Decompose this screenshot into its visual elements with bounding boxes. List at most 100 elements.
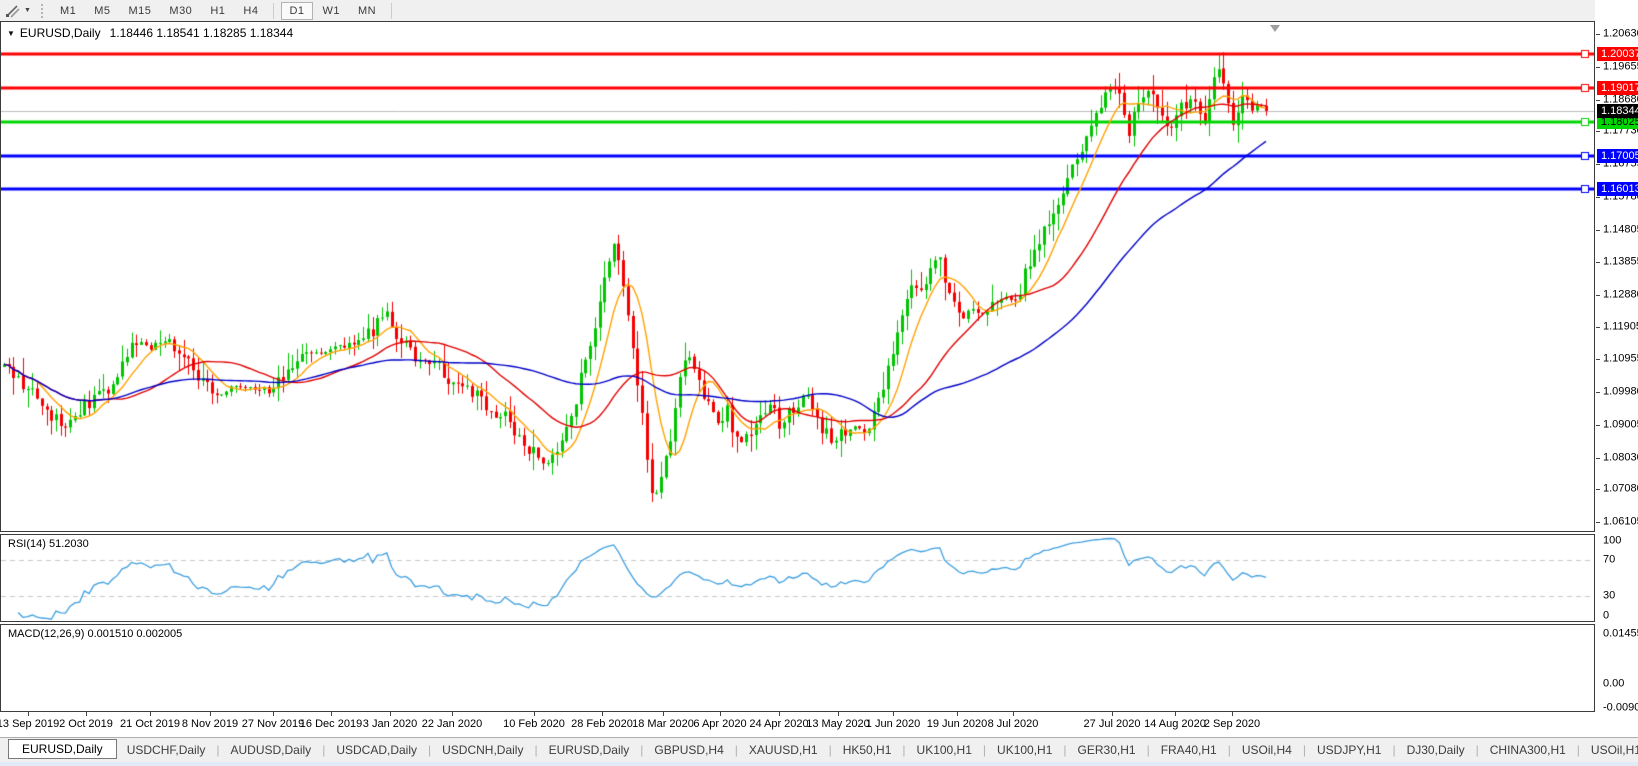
time-axis[interactable]: 13 Sep 2019 2 Oct 2019 21 Oct 2019 8 Nov 20… (0, 712, 1595, 738)
tab-separator: | (322, 743, 326, 757)
timeframe-button-m30[interactable]: M30 (169, 4, 193, 17)
tab-usdchf-daily[interactable]: USDCHF,Daily (126, 743, 206, 757)
tab-separator: | (428, 743, 432, 757)
price-level-label[interactable]: 1.20037 (1597, 47, 1638, 61)
price-level-label[interactable]: 1.19017 (1597, 81, 1638, 95)
tab-fra40-h1[interactable]: FRA40,H1 (1160, 743, 1217, 757)
toolbar-grip[interactable] (40, 3, 43, 18)
timeframe-button-w1[interactable]: W1 (322, 4, 340, 17)
time-axis-date-label: 19 Jun 2020 (926, 718, 988, 730)
rsi-axis-label: 70 (1603, 553, 1616, 566)
tab-usoil-h4[interactable]: USOil,H4 (1241, 743, 1292, 757)
price-axis-tick (1596, 359, 1600, 360)
tab-uk100-h1[interactable]: UK100,H1 (916, 743, 972, 757)
price-axis-tick (1596, 295, 1600, 296)
macd-canvas[interactable] (1, 625, 1594, 711)
tab-separator: | (1392, 743, 1396, 757)
tab-dj30-daily[interactable]: DJ30,Daily (1406, 743, 1465, 757)
toolbar-separator (391, 2, 393, 19)
time-axis-date-label: 18 Mar 2020 (632, 718, 694, 730)
price-axis-tick (1596, 230, 1600, 231)
chart-tabs: EURUSD,Daily USDCHF,Daily | AUDUSD,Daily | US… (8, 739, 1638, 760)
tab-hk50-h1[interactable]: HK50,H1 (842, 743, 892, 757)
tab-eurusd-daily[interactable]: EURUSD,Daily (548, 743, 630, 757)
time-axis-date-label: 2 Oct 2019 (59, 718, 113, 730)
price-axis-tick-label: 1.11905 (1603, 320, 1638, 333)
chevron-down-icon[interactable]: ▼ (24, 7, 31, 14)
tab-separator: | (902, 743, 906, 757)
time-axis-tick (331, 712, 332, 716)
timeframe-button-m1[interactable]: M1 (59, 4, 77, 17)
chart-shift-marker-icon[interactable] (1270, 25, 1280, 32)
timeframe-button-h1[interactable]: H1 (210, 4, 226, 17)
time-axis-tick (28, 712, 29, 716)
timeframe-button-mn[interactable]: MN (358, 4, 377, 17)
time-axis-date-label: 28 Feb 2020 (571, 718, 633, 730)
tab-separator: | (1576, 743, 1580, 757)
time-axis-tick (957, 712, 958, 716)
price-axis-tick-label: 1.13855 (1603, 255, 1638, 268)
tab-gbpusd-h4[interactable]: GBPUSD,H4 (654, 743, 724, 757)
price-level-label[interactable]: 1.17005 (1597, 149, 1638, 163)
timeframe-button-h4[interactable]: H4 (243, 4, 259, 17)
price-axis-tick (1596, 67, 1600, 68)
price-axis-tick-label: 1.20630 (1603, 27, 1638, 40)
price-axis-tick (1596, 34, 1600, 35)
time-axis-date-label: 8 Jul 2020 (987, 718, 1039, 730)
time-axis-tick (602, 712, 603, 716)
price-axis-tick (1596, 131, 1600, 132)
macd-panel: MACD(12,26,9) 0.001510 0.002005 (0, 624, 1595, 712)
price-axis-tick-label: 1.07080 (1603, 482, 1638, 495)
tab-china300-h1[interactable]: CHINA300,H1 (1489, 743, 1566, 757)
tab-separator: | (1146, 743, 1150, 757)
timeframe-button-d1[interactable]: D1 (281, 1, 313, 20)
time-axis-tick (663, 712, 664, 716)
collapse-arrow-icon[interactable]: ▼ (7, 29, 15, 38)
macd-axis-label: 0.014556 (1603, 627, 1638, 640)
time-axis-date-label: 6 Apr 2020 (693, 718, 747, 730)
price-axis-tick-label: 1.14805 (1603, 223, 1638, 236)
tab-separator: | (734, 743, 738, 757)
time-axis-date-label: 22 Jan 2020 (421, 718, 483, 730)
rsi-canvas[interactable] (1, 535, 1594, 621)
rsi-axis-label: 100 (1603, 534, 1622, 547)
time-axis-tick (1175, 712, 1176, 716)
tab-usdcnh-daily[interactable]: USDCNH,Daily (442, 743, 524, 757)
price-level-label[interactable]: 1.16013 (1597, 182, 1638, 196)
tab-ger30-h1[interactable]: GER30,H1 (1077, 743, 1136, 757)
timeframe-button-m5[interactable]: M5 (94, 4, 111, 17)
time-axis-date-label: 13 May 2020 (806, 718, 870, 730)
status-strip (0, 762, 1638, 766)
price-axis-tick (1596, 489, 1600, 490)
time-axis-tick (838, 712, 839, 716)
price-axis-tick (1596, 197, 1600, 198)
tab-separator: | (216, 743, 220, 757)
price-axis[interactable]: 1.206301.196551.186801.177301.167551.157… (1595, 0, 1638, 714)
rsi-label: RSI(14) 51.2030 (8, 538, 89, 550)
timeframe-buttons: M1 M5 M15 M30 H1 H4 D1 W1 MN (51, 1, 385, 20)
time-axis-date-label: 1 Jun 2020 (865, 718, 921, 730)
time-axis-tick (893, 712, 894, 716)
tab-usdcad-daily[interactable]: USDCAD,Daily (336, 743, 417, 757)
tab-separator: | (640, 743, 644, 757)
time-axis-date-label: 10 Feb 2020 (503, 718, 565, 730)
price-axis-tick (1596, 164, 1600, 165)
rsi-axis-label: 30 (1603, 589, 1616, 602)
chart-periods-icon[interactable] (4, 3, 22, 18)
price-axis-tick-label: 1.08030 (1603, 451, 1638, 464)
price-axis-tick-label: 1.19655 (1603, 60, 1638, 73)
tab-eurusd-daily[interactable]: EURUSD,Daily (8, 739, 117, 759)
tab-usdjpy-h1[interactable]: USDJPY,H1 (1316, 743, 1382, 757)
chart-tab-bar: EURUSD,Daily USDCHF,Daily | AUDUSD,Daily | US… (0, 737, 1638, 762)
tab-audusd-daily[interactable]: AUDUSD,Daily (230, 743, 312, 757)
time-axis-tick (86, 712, 87, 716)
main-chart-canvas[interactable] (1, 22, 1594, 531)
tab-separator: | (982, 743, 987, 757)
tab-usoil-h1[interactable]: USOil,H1 (1590, 743, 1638, 757)
tab-xauusd-h1[interactable]: XAUUSD,H1 (748, 743, 818, 757)
rsi-panel: RSI(14) 51.2030 (0, 534, 1595, 622)
price-level-label[interactable]: 1.18025 (1597, 115, 1638, 129)
price-axis-tick-label: 1.09980 (1603, 385, 1638, 398)
timeframe-button-m15[interactable]: M15 (128, 4, 152, 17)
tab-uk100-h1[interactable]: UK100,H1 (997, 743, 1053, 757)
